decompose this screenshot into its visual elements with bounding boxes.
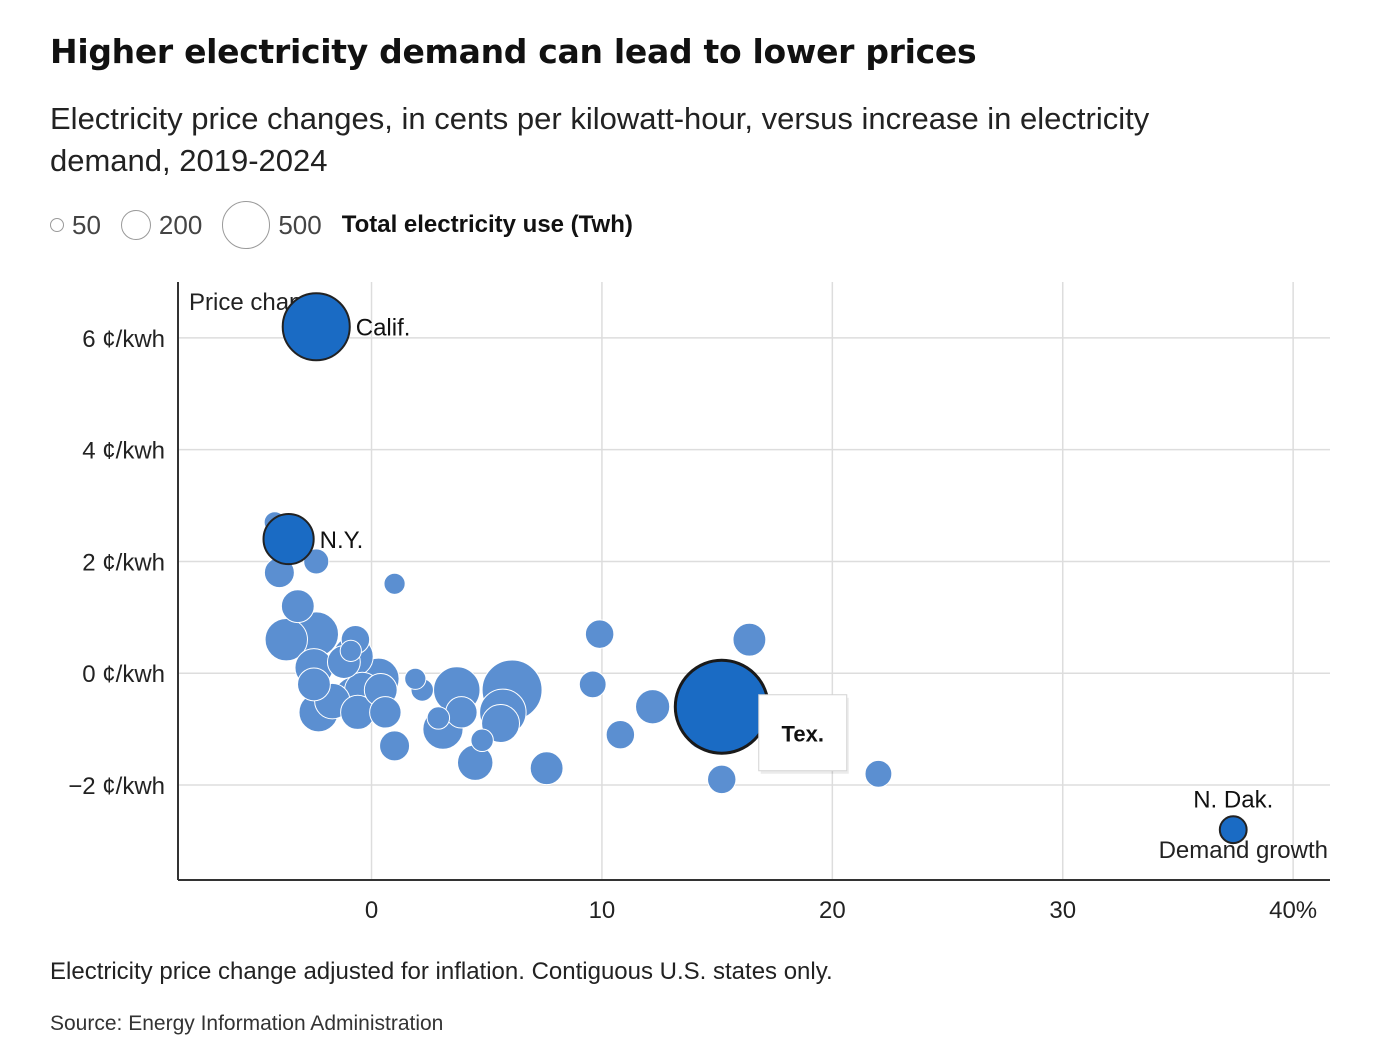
legend-circle-small bbox=[50, 218, 64, 232]
y-tick-label: 4 ¢/kwh bbox=[82, 438, 165, 465]
tooltip-label: Tex. bbox=[782, 722, 824, 747]
x-tick-label: 10 bbox=[589, 897, 616, 924]
y-tick-label: 0 ¢/kwh bbox=[82, 661, 165, 688]
scatter-point bbox=[445, 696, 478, 729]
scatter-chart: 6 ¢/kwh 4 ¢/kwh 2 ¢/kwh 0 ¢/kwh −2 ¢/kwh 0 10 2… bbox=[68, 282, 1330, 924]
scatter-point bbox=[339, 639, 362, 662]
x-axis-title: Demand growth bbox=[1159, 837, 1328, 864]
point-label: N.Y. bbox=[320, 527, 364, 554]
scatter-point bbox=[707, 764, 737, 795]
legend-label-medium: 200 bbox=[158, 209, 203, 240]
scatter-point bbox=[297, 667, 331, 702]
scatter-point bbox=[379, 730, 411, 762]
legend-circle-large bbox=[222, 201, 271, 249]
legend-item-medium: 200 bbox=[120, 209, 203, 241]
chart-subtitle: Electricity price changes, in cents per … bbox=[50, 101, 1150, 178]
scatter-point bbox=[584, 619, 615, 649]
scatter-point bbox=[404, 667, 427, 690]
point-label: Calif. bbox=[356, 315, 411, 342]
x-tick-label: 40% bbox=[1269, 897, 1317, 924]
legend-item-small: 50 bbox=[50, 210, 101, 241]
legend-circle-medium bbox=[120, 210, 151, 240]
chart-note: Electricity price change adjusted for in… bbox=[50, 958, 833, 985]
y-tick-label: 6 ¢/kwh bbox=[82, 326, 165, 353]
scatter-point bbox=[864, 759, 893, 788]
scatter-point bbox=[732, 622, 767, 657]
scatter-point bbox=[280, 589, 315, 624]
y-tick-label: 2 ¢/kwh bbox=[82, 549, 165, 576]
chart-source: Source: Energy Information Administratio… bbox=[50, 1012, 444, 1035]
tooltip-box bbox=[758, 694, 848, 772]
legend-label-small: 50 bbox=[72, 209, 101, 240]
scatter-point bbox=[605, 719, 636, 750]
highlight-point bbox=[281, 292, 351, 362]
highlight-point bbox=[673, 658, 770, 755]
scatter-point bbox=[369, 696, 402, 729]
highlight-point bbox=[1218, 815, 1248, 845]
chart-title: Higher electricity demand can lead to lo… bbox=[50, 32, 977, 71]
x-tick-label: 20 bbox=[819, 897, 846, 924]
highlight-point bbox=[262, 512, 315, 566]
y-tick-label: −2 ¢/kwh bbox=[68, 773, 165, 800]
scatter-point bbox=[303, 548, 330, 575]
legend-item-large: 500 bbox=[222, 201, 322, 249]
scatter-point bbox=[426, 706, 451, 730]
scatter-point bbox=[529, 751, 564, 786]
legend-title: Total electricity use (Twh) bbox=[341, 211, 633, 238]
scatter-point bbox=[470, 728, 494, 752]
size-legend: 50 200 500 Total electricity use (Twh) bbox=[50, 200, 633, 250]
x-tick-label: 30 bbox=[1049, 897, 1076, 924]
point-label: N. Dak. bbox=[1193, 787, 1273, 814]
scatter-point bbox=[635, 689, 671, 725]
legend-label-large: 500 bbox=[278, 209, 322, 240]
scatter-point bbox=[578, 670, 607, 699]
x-tick-label: 0 bbox=[365, 897, 378, 924]
scatter-point bbox=[383, 572, 406, 595]
